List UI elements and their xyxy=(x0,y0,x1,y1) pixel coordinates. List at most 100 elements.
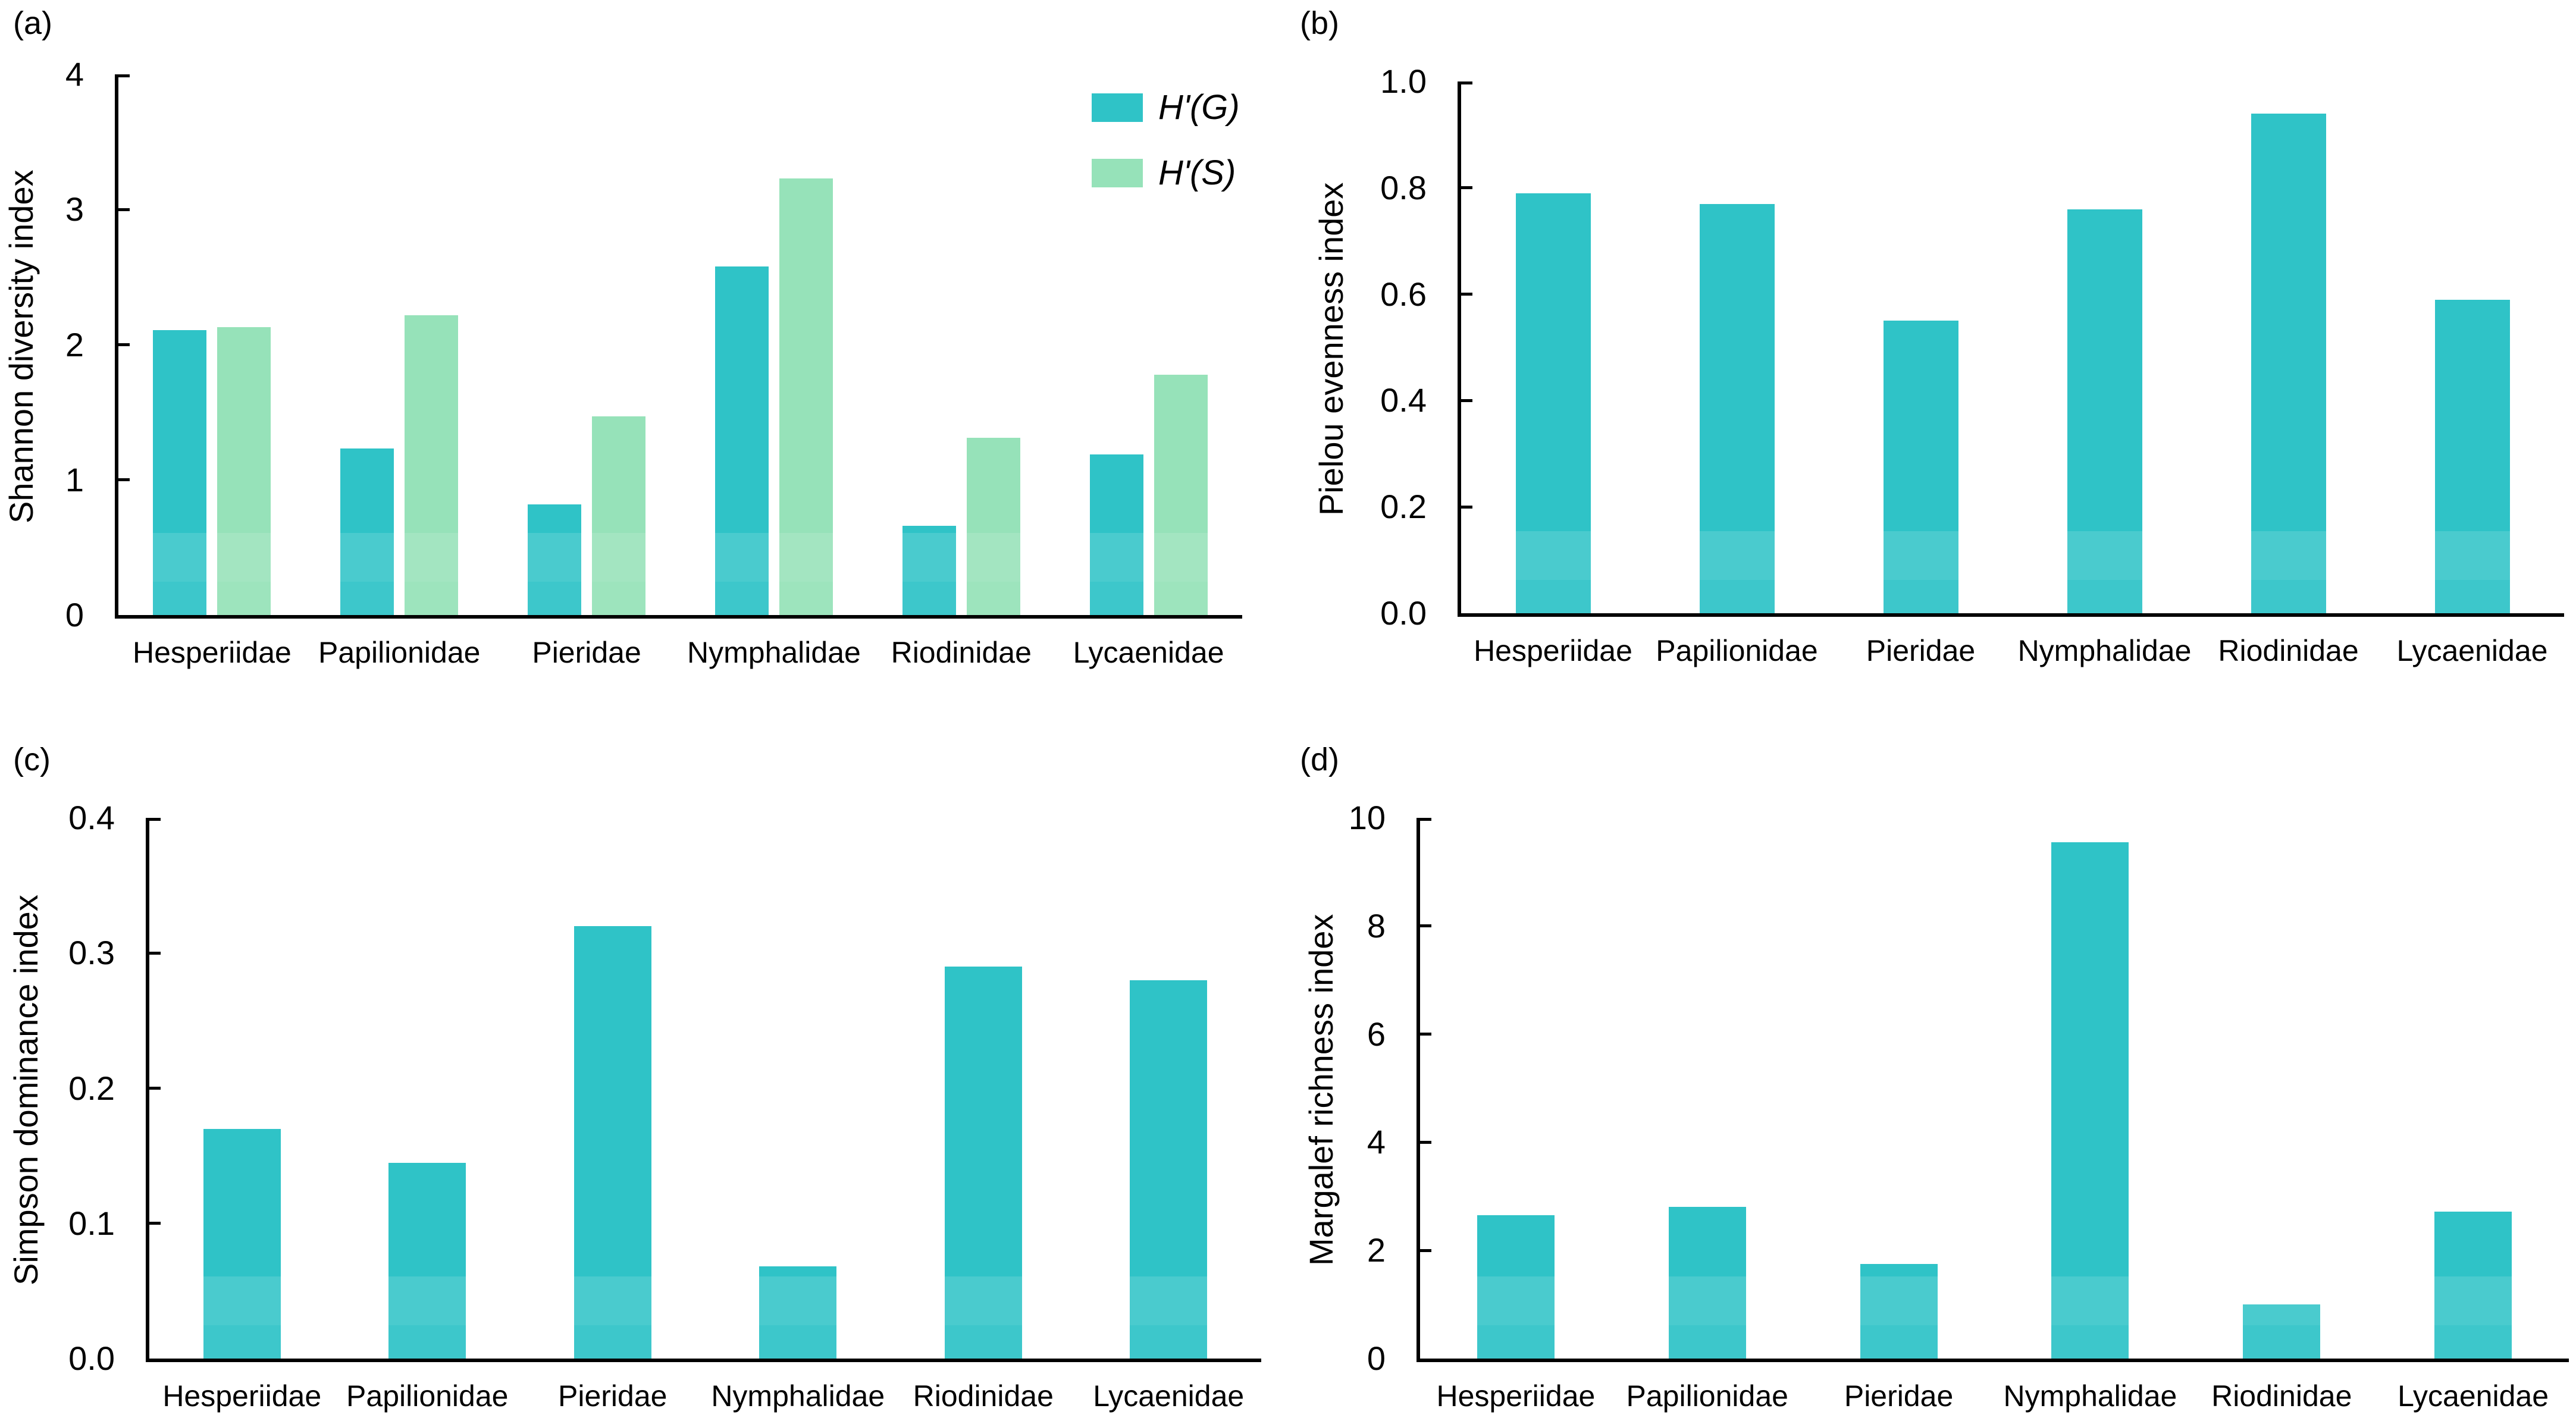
bar-shade-band xyxy=(1477,1276,1555,1359)
bar-nymphalidae-hs xyxy=(779,178,833,615)
bar-hesperiidae xyxy=(1477,1215,1555,1359)
y-tick-mark xyxy=(1461,505,1472,509)
x-category-label-riodinidae: Riodinidae xyxy=(2218,634,2359,667)
bar-shade-band xyxy=(2051,1276,2129,1359)
y-tick-label: 0.2 xyxy=(1380,488,1427,526)
y-tick-label: 0.4 xyxy=(68,799,115,836)
y-tick-mark xyxy=(1420,1033,1431,1036)
y-tick-label: 0.8 xyxy=(1380,168,1427,206)
bar-shade-band xyxy=(714,533,769,582)
panel-b-y-axis-title: Pielou evenness index xyxy=(1312,182,1350,516)
y-tick-label: 0.0 xyxy=(68,1340,115,1377)
y-tick-label: 2 xyxy=(65,325,84,363)
panel-a-plot-area xyxy=(115,74,1242,619)
bar-shade-band xyxy=(405,533,459,582)
x-category-label-hesperiidae: Hesperiidae xyxy=(1436,1379,1596,1413)
y-tick-mark xyxy=(1461,186,1472,190)
bar-lycaenidae-hg xyxy=(1089,454,1143,615)
bar-hesperiidae xyxy=(1515,193,1591,613)
y-tick-mark xyxy=(1420,1140,1431,1144)
bar-shade-band xyxy=(1089,533,1143,615)
y-tick-mark xyxy=(1461,399,1472,402)
panel-a-letter: (a) xyxy=(13,5,52,41)
bar-shade-band xyxy=(1089,533,1143,582)
bar-shade-band xyxy=(528,533,582,582)
x-category-label-papilionidae: Papilionidae xyxy=(318,636,481,669)
y-tick-mark xyxy=(1420,924,1431,928)
bar-shade-band xyxy=(2434,1276,2512,1359)
x-category-label-pieridae: Pieridae xyxy=(532,636,641,669)
y-tick-label: 0.0 xyxy=(1380,594,1427,632)
y-tick-label: 0.3 xyxy=(68,934,115,972)
bar-nymphalidae xyxy=(2051,842,2129,1359)
legend-row-hs: H'(S) xyxy=(1092,156,1240,190)
x-category-label-papilionidae: Papilionidae xyxy=(346,1379,509,1413)
bar-shade-band xyxy=(388,1276,466,1359)
bar-pieridae-hg xyxy=(528,504,582,615)
y-tick-label: 6 xyxy=(1367,1015,1386,1053)
x-category-label-nymphalidae: Nymphalidae xyxy=(2017,634,2192,667)
y-tick-mark xyxy=(118,208,130,211)
x-category-label-pieridae: Pieridae xyxy=(1866,634,1976,667)
y-tick-mark xyxy=(1420,1249,1431,1252)
x-category-label-nymphalidae: Nymphalidae xyxy=(2003,1379,2177,1413)
y-tick-label: 1.0 xyxy=(1380,62,1427,100)
bar-papilionidae xyxy=(388,1162,466,1359)
bar-shade-band xyxy=(966,533,1020,582)
bar-shade-band xyxy=(217,533,271,582)
y-tick-label: 0 xyxy=(65,596,84,633)
bar-shade-band xyxy=(203,1276,281,1325)
panel-d-letter: (d) xyxy=(1300,742,1339,777)
bar-shade-band xyxy=(1860,1276,1938,1359)
panel-c: (c) Simpson dominance index 0.0 0.1 0.2 0.3… xyxy=(0,711,1288,1421)
x-category-label-riodinidae: Riodinidae xyxy=(2211,1379,2352,1413)
bar-pieridae xyxy=(574,926,651,1359)
bar-papilionidae xyxy=(1699,203,1775,613)
legend-row-hg: H'(G) xyxy=(1092,90,1240,125)
y-tick-mark xyxy=(149,818,161,821)
bar-shade-band xyxy=(2434,531,2510,580)
bar-shade-band xyxy=(1668,1276,1746,1325)
y-tick-mark xyxy=(118,343,130,346)
y-tick-label: 0.4 xyxy=(1380,381,1427,419)
bar-shade-band xyxy=(1860,1276,1938,1325)
bar-nymphalidae-hg xyxy=(714,266,769,615)
y-tick-label: 0.2 xyxy=(68,1069,115,1107)
bar-shade-band xyxy=(153,533,207,615)
x-category-label-riodinidae: Riodinidae xyxy=(891,636,1032,669)
bar-shade-band xyxy=(2251,531,2326,613)
bar-shade-band xyxy=(779,533,833,582)
x-category-label-pieridae: Pieridae xyxy=(1844,1379,1954,1413)
bar-lycaenidae-hs xyxy=(1154,374,1208,615)
bar-hesperiidae-hg xyxy=(153,330,207,615)
bar-shade-band xyxy=(902,533,956,582)
bar-shade-band xyxy=(1154,533,1208,582)
bar-papilionidae-hs xyxy=(405,315,459,615)
bar-nymphalidae xyxy=(759,1266,837,1359)
bar-shade-band xyxy=(1477,1276,1555,1325)
bar-shade-band xyxy=(1668,1276,1746,1359)
x-category-label-lycaenidae: Lycaenidae xyxy=(2396,634,2548,667)
bar-lycaenidae xyxy=(2434,1211,2512,1359)
panel-a: (a) Shannon diversity index H'(G) H'(S) … xyxy=(0,0,1288,710)
y-tick-mark xyxy=(149,951,161,955)
y-tick-label: 8 xyxy=(1367,906,1386,945)
panel-c-letter: (c) xyxy=(13,742,51,777)
bar-shade-band xyxy=(1883,531,1958,580)
y-tick-mark xyxy=(1420,818,1431,821)
panel-d-y-axis-title: Margalef richness index xyxy=(1302,914,1340,1266)
bar-shade-band xyxy=(2434,1276,2512,1325)
bar-pieridae xyxy=(1883,321,1958,613)
bar-shade-band xyxy=(759,1276,837,1325)
bar-shade-band xyxy=(388,1276,466,1325)
bar-shade-band xyxy=(2434,531,2510,613)
bar-shade-band xyxy=(528,533,582,615)
y-tick-mark xyxy=(1461,293,1472,296)
legend-swatch-hg xyxy=(1092,93,1143,122)
bar-lycaenidae xyxy=(2434,299,2510,613)
x-category-label-hesperiidae: Hesperiidae xyxy=(162,1379,322,1413)
bar-shade-band xyxy=(1699,531,1775,613)
panel-d: (d) Margalef richness index 0 2 4 6 8 10 Hespe… xyxy=(1288,711,2576,1421)
bar-shade-band xyxy=(2067,531,2142,580)
